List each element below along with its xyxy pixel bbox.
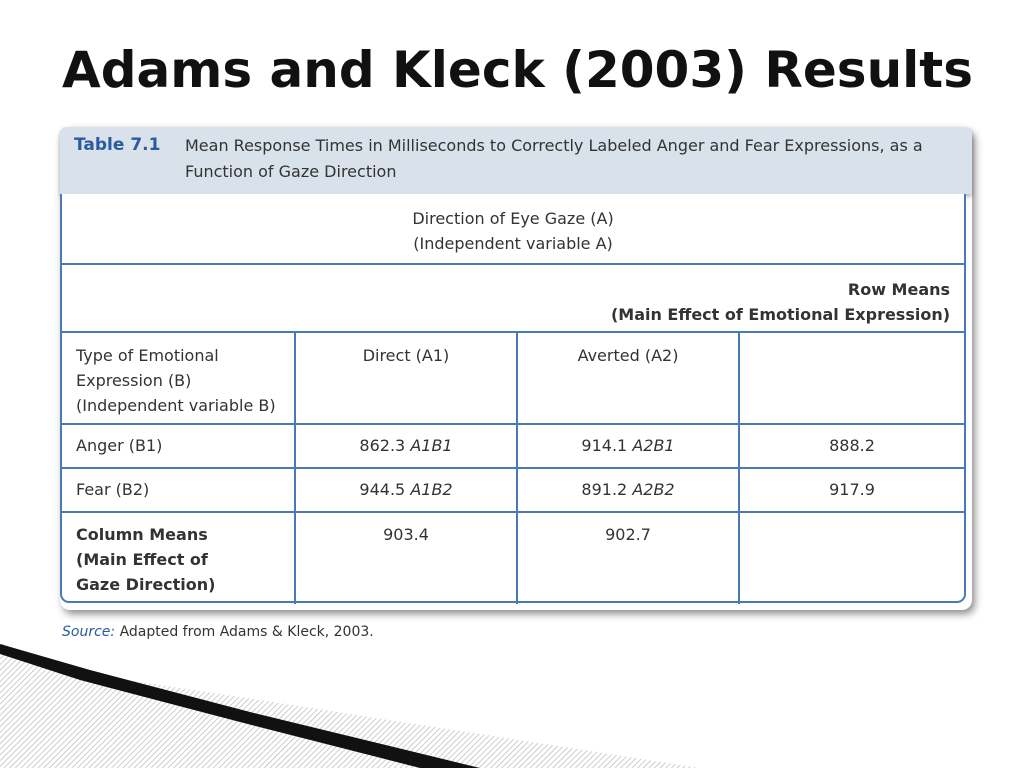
cell-averted-fear: 891.2 A2B2 (516, 467, 740, 513)
type-header-line3: (Independent variable B) (76, 396, 276, 415)
results-table: Direction of Eye Gaze (A) (Independent v… (62, 194, 965, 604)
column-mean-averted: 902.7 (516, 511, 740, 604)
source-text: Adapted from Adams & Kleck, 2003. (119, 624, 374, 640)
cell-direct-fear: 944.5 A1B2 (294, 467, 518, 513)
slide-title: Adams and Kleck (2003) Results (62, 41, 973, 99)
row-means-line2: (Main Effect of Emotional Expression) (610, 305, 951, 324)
cell-value: 914.1 (581, 436, 628, 455)
table-caption: Mean Response Times in Milliseconds to C… (185, 136, 923, 181)
column-mean-direct: 903.4 (294, 511, 518, 604)
table-figure: Table 7.1 Mean Response Times in Millise… (60, 127, 972, 610)
decorative-swoosh (0, 642, 700, 768)
condition-code: A2B1 (632, 436, 675, 455)
col-means-line2: (Main Effect of (76, 550, 208, 569)
source-note: Source: Adapted from Adams & Kleck, 2003… (62, 624, 374, 640)
expression-type-header: Type of Emotional Expression (B) (Indepe… (62, 331, 296, 425)
col-means-line1: Column Means (76, 525, 208, 544)
cell-direct-anger: 862.3 A1B1 (294, 423, 518, 469)
type-header-line2: Expression (B) (76, 371, 192, 390)
cell-value: 891.2 (581, 480, 628, 499)
row-means-line1: Row Means (847, 280, 951, 299)
hatched-band (0, 642, 700, 768)
table-body: Direction of Eye Gaze (A) (Independent v… (60, 194, 966, 604)
column-mean-empty (737, 511, 965, 604)
condition-code: A1B2 (410, 480, 453, 499)
table-header: Table 7.1 Mean Response Times in Millise… (60, 127, 972, 194)
table-row-fear: Fear (B2) 944.5 A1B2 891.2 A2B2 917.9 (62, 467, 965, 513)
row-means-header: Row Means (Main Effect of Emotional Expr… (62, 263, 965, 333)
col-means-line3: Gaze Direction) (76, 575, 216, 594)
row-label: Fear (B2) (62, 467, 296, 513)
type-header-line1: Type of Emotional (76, 346, 219, 365)
source-label: Source: (62, 624, 116, 640)
cell-averted-anger: 914.1 A2B1 (516, 423, 740, 469)
row-mean-fear: 917.9 (737, 467, 965, 513)
averted-column-header: Averted (A2) (516, 331, 740, 425)
table-number: Table 7.1 (74, 135, 161, 155)
row-label: Anger (B1) (62, 423, 296, 469)
gaze-header-line1: Direction of Eye Gaze (A) (412, 209, 614, 228)
column-means-label: Column Means (Main Effect of Gaze Direct… (62, 511, 296, 604)
row-means-column-header (737, 331, 965, 425)
condition-code: A2B2 (632, 480, 675, 499)
cell-value: 862.3 (359, 436, 406, 455)
condition-code: A1B1 (410, 436, 453, 455)
cell-value: 944.5 (359, 480, 406, 499)
gaze-direction-header: Direction of Eye Gaze (A) (Independent v… (62, 194, 965, 265)
direct-column-header: Direct (A1) (294, 331, 518, 425)
row-mean-anger: 888.2 (737, 423, 965, 469)
gaze-header-line2: (Independent variable A) (413, 234, 613, 253)
table-row-anger: Anger (B1) 862.3 A1B1 914.1 A2B1 888.2 (62, 423, 965, 469)
table-row-column-means: Column Means (Main Effect of Gaze Direct… (62, 511, 965, 604)
